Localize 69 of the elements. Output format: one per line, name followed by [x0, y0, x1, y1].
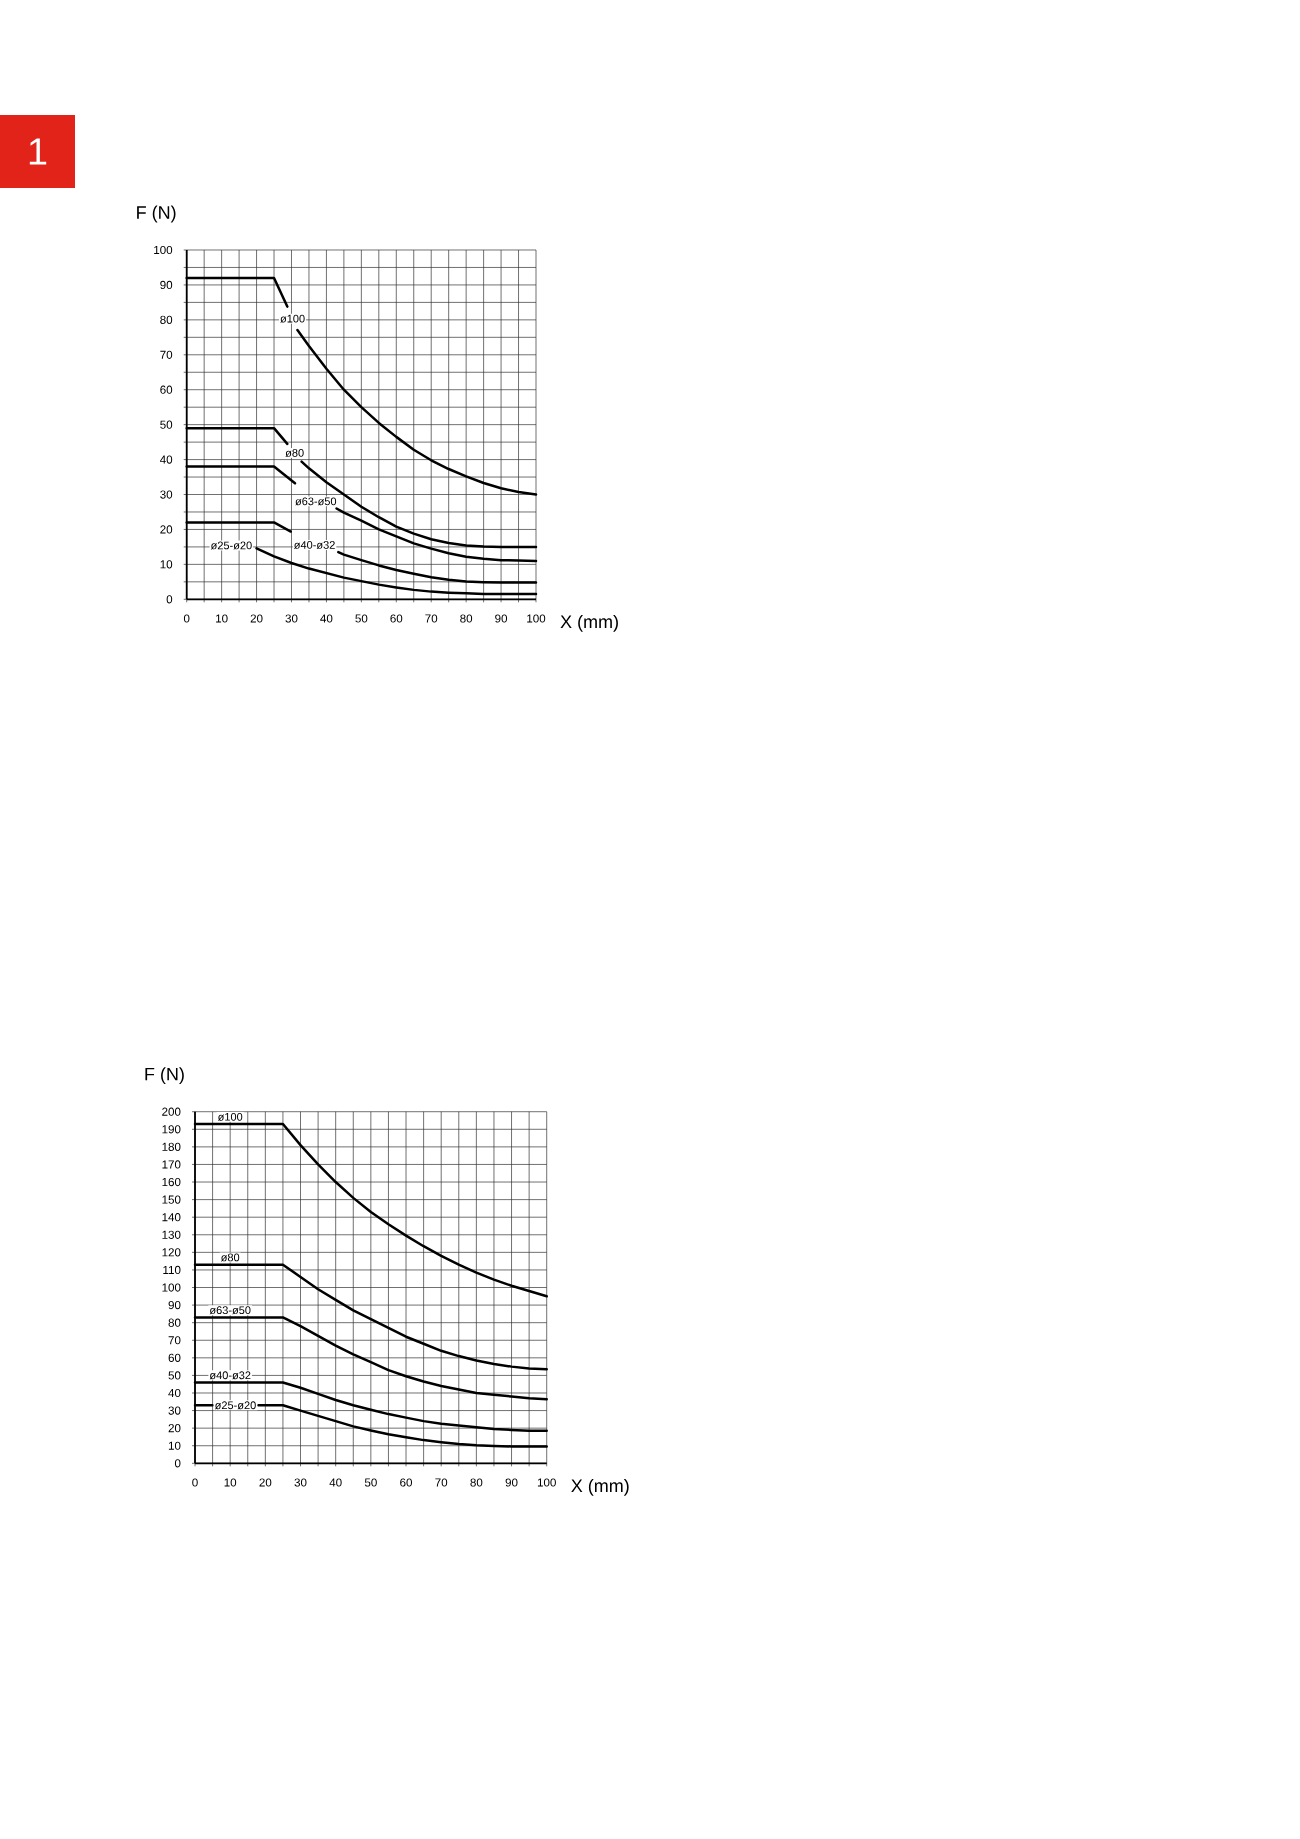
- y-tick-label: 140: [162, 1213, 181, 1222]
- y-tick-label: 40: [159, 455, 173, 464]
- x-tick-label: 20: [250, 614, 263, 623]
- x-tick-label: 60: [390, 614, 403, 623]
- series-label: ø80: [220, 1253, 240, 1262]
- series-label: ø40-ø32: [209, 1371, 251, 1380]
- y-tick-label: 110: [163, 1265, 181, 1275]
- y-tick-label: 160: [162, 1177, 181, 1187]
- x-tick-label: 70: [435, 1478, 448, 1487]
- series-label: ø100: [280, 314, 305, 323]
- x-tick-label: 40: [329, 1478, 342, 1487]
- y-tick-label: 200: [162, 1107, 181, 1116]
- y-tick-label: 20: [168, 1424, 181, 1433]
- series-label: ø25-ø20: [210, 541, 252, 550]
- x-tick-label: 90: [505, 1478, 518, 1487]
- series-label: ø100: [217, 1112, 243, 1121]
- x-tick-label: 0: [183, 614, 190, 623]
- series-label: ø25-ø20: [214, 1401, 256, 1410]
- x-tick-label: 0: [192, 1478, 198, 1487]
- x-tick-label: 80: [460, 614, 473, 623]
- y-tick-label: 90: [168, 1301, 181, 1310]
- y-tick-label: 60: [160, 385, 173, 394]
- x-tick-label: 60: [400, 1478, 413, 1487]
- y-tick-label: 20: [160, 525, 173, 534]
- x-tick-label: 100: [527, 614, 546, 623]
- x-tick-label: 100: [537, 1478, 556, 1487]
- text: 1: [29, 138, 47, 165]
- x-tick-label: 30: [285, 614, 298, 623]
- x-tick-label: 30: [294, 1478, 307, 1487]
- x-axis-title: X (mm): [571, 1478, 629, 1496]
- y-tick-label: 50: [160, 420, 173, 429]
- y-axis-title: F (N): [145, 1067, 184, 1085]
- x-tick-label: 70: [425, 614, 438, 623]
- y-tick-label: 130: [162, 1230, 181, 1239]
- x-axis-title: X (mm): [560, 614, 618, 632]
- y-tick-label: 100: [154, 245, 173, 255]
- y-tick-label: 30: [160, 490, 173, 499]
- y-tick-label: 10: [168, 1441, 181, 1450]
- x-tick-label: 10: [216, 614, 228, 623]
- y-tick-label: 60: [168, 1353, 181, 1362]
- x-tick-label: 10: [224, 1478, 237, 1487]
- x-tick-label: 50: [355, 614, 368, 623]
- series-label: ø80: [285, 449, 304, 457]
- series-label: ø63-ø50: [295, 497, 337, 506]
- y-tick-label: 120: [162, 1248, 181, 1257]
- y-tick-label: 90: [160, 280, 173, 290]
- series-label: ø63-ø50: [209, 1306, 251, 1315]
- y-tick-label: 80: [160, 315, 173, 324]
- y-tick-label: 40: [168, 1388, 181, 1398]
- y-axis-title: F (N): [137, 205, 176, 223]
- y-tick-label: 100: [162, 1283, 181, 1292]
- series-label: ø40-ø32: [294, 541, 335, 549]
- y-tick-label: 190: [162, 1125, 181, 1134]
- y-tick-label: 0: [166, 595, 173, 604]
- y-tick-label: 0: [174, 1459, 181, 1468]
- x-tick-label: 20: [259, 1478, 272, 1487]
- x-tick-label: 40: [320, 614, 333, 623]
- y-tick-label: 70: [160, 350, 173, 359]
- x-tick-label: 50: [364, 1478, 377, 1487]
- y-tick-label: 70: [168, 1336, 181, 1345]
- x-tick-label: 80: [470, 1478, 483, 1487]
- y-tick-label: 180: [162, 1142, 181, 1151]
- y-tick-label: 10: [160, 560, 173, 569]
- y-tick-label: 80: [168, 1318, 181, 1327]
- y-tick-label: 150: [162, 1195, 181, 1204]
- y-tick-label: 170: [162, 1160, 181, 1169]
- x-tick-label: 90: [495, 614, 508, 623]
- y-tick-label: 30: [168, 1406, 181, 1415]
- y-tick-label: 50: [168, 1371, 181, 1380]
